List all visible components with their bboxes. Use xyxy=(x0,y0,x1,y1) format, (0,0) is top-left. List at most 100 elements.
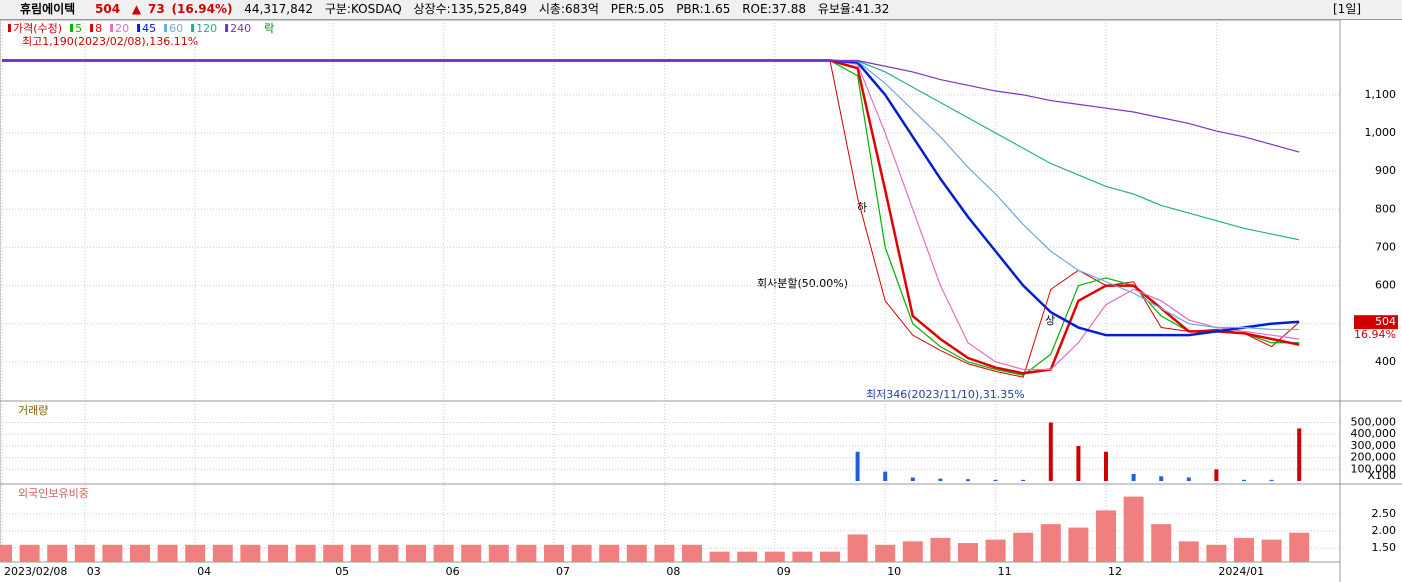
bar xyxy=(240,544,261,562)
legend-label: 60 xyxy=(169,22,183,35)
bar xyxy=(792,551,813,562)
bar xyxy=(47,544,68,562)
change-pct-label: 16.94% xyxy=(1354,328,1396,341)
volume: 44,317,842 xyxy=(244,2,314,16)
x-tick-label: 2023/02/08 xyxy=(4,565,67,578)
bar xyxy=(764,551,785,562)
legend-swatch xyxy=(90,24,94,32)
bar xyxy=(74,544,95,562)
legend-swatch xyxy=(70,24,74,32)
roe: ROE:37.88 xyxy=(742,2,806,16)
annotation-up: 상 xyxy=(1045,314,1055,327)
bar xyxy=(1269,479,1274,481)
bar xyxy=(433,544,454,562)
y-tick-label: 200,000 xyxy=(1351,451,1397,464)
bar xyxy=(268,544,288,562)
volume-title: 거래량 xyxy=(18,404,48,417)
bar xyxy=(737,551,758,562)
y-tick-label: 300,000 xyxy=(1351,439,1397,452)
bar xyxy=(993,479,998,481)
legend-swatch xyxy=(137,24,141,32)
bar xyxy=(350,544,371,562)
y-tick-label: 1,000 xyxy=(1365,126,1397,139)
bar xyxy=(855,451,860,481)
annotation-high: 최고1,190(2023/02/08),136.11% xyxy=(22,35,198,48)
x-tick-label: 06 xyxy=(446,565,460,578)
bar xyxy=(1040,524,1061,562)
bar xyxy=(488,544,509,562)
x-tick-label: 11 xyxy=(998,565,1012,578)
bar xyxy=(1013,532,1034,562)
bar xyxy=(1131,473,1136,481)
legend-swatch xyxy=(225,24,229,32)
bar xyxy=(1151,524,1172,562)
y-tick-label: 1,100 xyxy=(1365,88,1397,101)
bar xyxy=(1242,479,1246,481)
bar xyxy=(709,551,730,562)
bar xyxy=(461,544,482,562)
bar xyxy=(1021,479,1026,481)
bar xyxy=(406,544,426,562)
bar xyxy=(958,543,978,562)
legend-swatch xyxy=(110,24,114,32)
x-tick-label: 2024/01 xyxy=(1218,565,1264,578)
annotation-low: 최저346(2023/11/10),31.35% xyxy=(866,388,1025,401)
y-tick-label: 900 xyxy=(1375,164,1396,177)
x-tick-label: 07 xyxy=(556,565,570,578)
x-tick-label: 05 xyxy=(335,565,349,578)
market-cap: 시총:683억 xyxy=(538,2,599,16)
bar xyxy=(1234,537,1254,562)
legend-extra: 락 xyxy=(264,22,274,35)
bar xyxy=(19,544,40,562)
legend-label: 5 xyxy=(75,22,82,35)
bar xyxy=(295,544,316,562)
y-tick-label: 1.50 xyxy=(1372,541,1397,554)
annotation-split: 회사분할(50.00%) xyxy=(757,277,848,290)
foreign-title: 외국인보유비중 xyxy=(18,487,89,500)
y-tick-label: 2.50 xyxy=(1372,507,1397,520)
y-tick-label: 100,000 xyxy=(1351,462,1397,475)
legend-label: 8 xyxy=(95,22,102,35)
bar xyxy=(902,541,923,562)
bar xyxy=(1206,544,1227,562)
price: 504 xyxy=(95,2,121,16)
bar xyxy=(938,478,943,481)
series-line xyxy=(2,59,1300,153)
stock-name: 휴림에이텍 xyxy=(20,2,76,16)
bar xyxy=(654,544,675,562)
market: 구분:KOSDAQ xyxy=(324,2,402,16)
frame xyxy=(0,20,1341,563)
bar xyxy=(157,544,178,562)
legend-label: 120 xyxy=(196,22,217,35)
bar xyxy=(0,544,12,562)
bar xyxy=(571,544,592,562)
bar xyxy=(378,544,399,562)
chart: 최고1,190(2023/02/08),136.11% 최저346(2023/1… xyxy=(0,20,1402,582)
y-tick-label: 600 xyxy=(1375,279,1396,292)
x-tick-label: 04 xyxy=(197,565,211,578)
bar xyxy=(185,544,206,562)
y-tick-label: 700 xyxy=(1375,240,1396,253)
bar xyxy=(1076,445,1081,481)
bar xyxy=(544,544,564,562)
bar xyxy=(1096,510,1116,562)
bar xyxy=(1186,477,1191,481)
bar xyxy=(1297,428,1302,481)
period[interactable]: [1일] xyxy=(1333,2,1362,16)
bar xyxy=(1214,469,1219,481)
bar xyxy=(820,551,840,562)
bar xyxy=(847,534,868,562)
bar xyxy=(1048,422,1053,481)
bar xyxy=(323,544,344,562)
reserve: 유보율:41.32 xyxy=(817,2,890,16)
shares: 상장수:135,525,849 xyxy=(413,2,528,16)
bar xyxy=(1178,541,1199,562)
price-box xyxy=(1354,315,1398,330)
bar xyxy=(516,544,537,562)
y-tick-label: 2.00 xyxy=(1372,524,1397,537)
bar xyxy=(599,544,620,562)
arrow: ▲ xyxy=(131,2,142,16)
legend-label: 가격(수정) xyxy=(13,22,62,35)
bar xyxy=(1123,496,1144,562)
